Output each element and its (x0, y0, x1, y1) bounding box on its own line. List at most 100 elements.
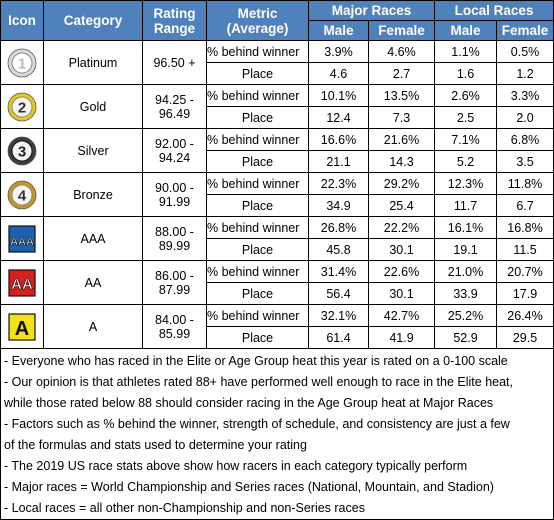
metric-label: Place (206, 238, 309, 261)
local-female-cell: 0.5% (496, 40, 554, 63)
local-male-cell: 2.5 (434, 106, 498, 129)
svg-text:AA: AA (11, 276, 33, 293)
major-female-cell: 25.4 (367, 194, 436, 217)
notes-list: - Everyone who has raced in the Elite or… (1, 349, 553, 519)
major-male-cell: 45.8 (308, 238, 369, 261)
major-female-cell: 41.9 (367, 326, 436, 349)
local-male-cell: 1.6 (434, 62, 498, 85)
note-line: of the formulas and stats used to determ… (4, 438, 307, 452)
metric-label: % behind winner (206, 84, 309, 107)
major-female-cell: 30.1 (367, 282, 436, 305)
header-local-races: Local Races (434, 0, 554, 21)
table-row: 4 Bronze 90.00 - 91.99% behind winner 22.3%… (0, 172, 554, 217)
major-female-cell: 22.2% (367, 216, 436, 239)
local-female-cell: 17.9 (496, 282, 554, 305)
local-male-cell: 5.2 (434, 150, 498, 173)
major-male-cell: 10.1% (308, 84, 369, 107)
category-name: Silver (43, 128, 143, 173)
table-row: Place 45.8 30.1 19.1 11.5 (1, 238, 554, 261)
aa-badge-icon: AA (7, 268, 37, 298)
header-rating-range: Rating Range (142, 0, 207, 41)
bronze-number-four-icon: 4 (7, 180, 37, 210)
local-male-cell: 25.2% (434, 304, 498, 327)
local-female-cell: 3.3% (496, 84, 554, 107)
note-line: - Local races = all other non-Championsh… (4, 501, 365, 515)
category-name: AAA (43, 216, 143, 261)
metric-label: Place (206, 150, 309, 173)
category-name: Gold (43, 84, 143, 129)
metric-label: % behind winner (206, 40, 309, 63)
header-icon: Icon (0, 0, 44, 41)
rating-range: 88.00 - 89.99 (142, 216, 207, 261)
major-male-cell: 32.1% (308, 304, 369, 327)
major-female-cell: 14.3 (367, 150, 436, 173)
major-female-cell: 2.7 (367, 62, 436, 85)
rating-range: 90.00 - 91.99 (142, 172, 207, 217)
category-name: A (43, 304, 143, 349)
svg-text:4: 4 (18, 187, 27, 204)
local-male-cell: 19.1 (434, 238, 498, 261)
rating-range: 86.00 - 87.99 (142, 260, 207, 305)
notes-cell: - Everyone who has raced in the Elite or… (0, 348, 554, 520)
major-male-cell: 16.6% (308, 128, 369, 151)
major-female-cell: 29.2% (367, 172, 436, 195)
note-line: - Everyone who has raced in the Elite or… (4, 354, 508, 368)
note-line: - Our opinion is that athletes rated 88+… (4, 375, 513, 389)
major-male-cell: 34.9 (308, 194, 369, 217)
table-row: AA AA 86.00 - 87.99% behind winner 31.4% 22.… (0, 260, 554, 305)
local-female-cell: 29.5 (496, 326, 554, 349)
local-male-cell: 12.3% (434, 172, 498, 195)
header-category: Category (43, 0, 143, 41)
note-line: - Major races = World Championship and S… (4, 480, 494, 494)
major-male-cell: 3.9% (308, 40, 369, 63)
major-male-cell: 26.8% (308, 216, 369, 239)
local-male-cell: 33.9 (434, 282, 498, 305)
local-male-cell: 1.1% (434, 40, 498, 63)
svg-text:2: 2 (18, 99, 26, 116)
header-major-races: Major Races (307, 0, 436, 21)
local-female-cell: 1.2 (496, 62, 554, 85)
platinum-number-one-icon: 1 (7, 48, 37, 78)
metric-label: Place (206, 326, 309, 349)
table-row: Place 56.4 30.1 33.9 17.9 (1, 282, 554, 305)
major-male-cell: 12.4 (308, 106, 369, 129)
aaa-badge-icon: AAA (7, 224, 37, 254)
header-major-male: Male (308, 20, 369, 41)
local-female-cell: 6.7 (496, 194, 554, 217)
table-row: 1 Platinum 96.50 +% behind winner 3.9% 4.6% 1… (0, 40, 554, 85)
metric-label: % behind winner (206, 260, 309, 283)
a-badge-icon: A (7, 312, 37, 342)
major-male-cell: 4.6 (308, 62, 369, 85)
metric-label: Place (206, 106, 309, 129)
local-female-cell: 11.5 (496, 238, 554, 261)
rating-range: 94.25 - 96.49 (142, 84, 207, 129)
table-row: Place 4.6 2.7 1.6 1.2 (1, 62, 554, 85)
header-local-female: Female (496, 20, 554, 41)
major-male-cell: 21.1 (308, 150, 369, 173)
svg-text:1: 1 (18, 55, 26, 72)
local-female-cell: 2.0 (496, 106, 554, 129)
category-name: AA (43, 260, 143, 305)
local-male-cell: 2.6% (434, 84, 498, 107)
local-female-cell: 6.8% (496, 128, 554, 151)
metric-label: Place (206, 194, 309, 217)
major-male-cell: 31.4% (308, 260, 369, 283)
svg-text:A: A (15, 318, 29, 340)
table-row: AAA AAA 88.00 - 89.99% behind winner 26.8% 2… (0, 216, 554, 261)
header-metric: Metric (Average) (206, 0, 309, 41)
major-female-cell: 22.6% (367, 260, 436, 283)
major-female-cell: 21.6% (367, 128, 436, 151)
major-male-cell: 56.4 (308, 282, 369, 305)
category-name: Platinum (43, 40, 143, 85)
major-male-cell: 61.4 (308, 326, 369, 349)
local-female-cell: 3.5 (496, 150, 554, 173)
major-female-cell: 7.3 (367, 106, 436, 129)
major-female-cell: 4.6% (367, 40, 436, 63)
local-female-cell: 26.4% (496, 304, 554, 327)
table-row: A A 84.00 - 85.99% behind winner 32.1% 42.7%… (0, 304, 554, 349)
svg-text:AAA: AAA (10, 236, 34, 248)
major-female-cell: 30.1 (367, 238, 436, 261)
silver-number-three-icon: 3 (7, 136, 37, 166)
local-male-cell: 11.7 (434, 194, 498, 217)
